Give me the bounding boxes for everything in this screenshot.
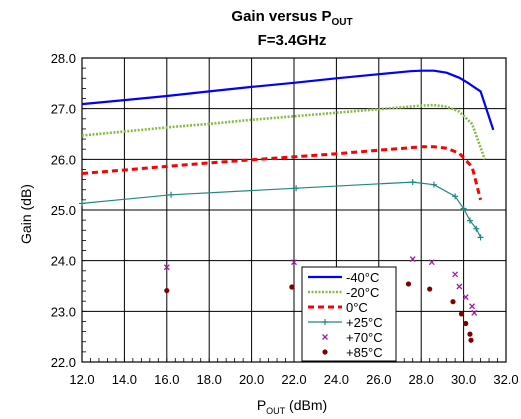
series-2 (81, 103, 487, 160)
series-line (81, 103, 487, 160)
series-line (81, 181, 482, 238)
data-point (471, 309, 478, 316)
data-point (291, 259, 297, 266)
data-point (456, 283, 463, 290)
data-point (462, 294, 469, 301)
x-tick-label: 32.0 (493, 372, 518, 387)
data-point (463, 320, 469, 327)
legend-label: +25°C (346, 315, 383, 330)
x-tick-label: 12.0 (69, 372, 94, 387)
legend: -40°C-20°C0°C+25°C+70°C+85°C (301, 266, 397, 362)
data-point (289, 284, 295, 290)
x-tick-label: 18.0 (197, 372, 222, 387)
y-tick-label: 27.0 (51, 102, 76, 117)
x-tick-label: 20.0 (239, 372, 264, 387)
data-point (164, 287, 170, 294)
legend-label: -20°C (346, 285, 379, 300)
series-4 (79, 179, 484, 241)
data-point (450, 299, 456, 305)
data-point (163, 264, 170, 271)
chart-subtitle: F=3.4GHz (257, 32, 327, 49)
series-1 (81, 69, 495, 131)
legend-label: +85°C (346, 345, 383, 360)
data-point (477, 234, 484, 241)
data-point (452, 271, 459, 278)
x-tick-label: 26.0 (366, 372, 391, 387)
data-point (473, 225, 480, 232)
y-tick-label: 24.0 (51, 254, 76, 269)
x-axis-label: POUT (dBm) (256, 397, 328, 416)
data-point (409, 179, 416, 186)
data-point (466, 217, 473, 224)
x-tick-label: 24.0 (324, 372, 349, 387)
legend-marker (322, 349, 328, 355)
chart-title: Gain versus POUT (231, 8, 353, 28)
legend-marker (322, 319, 328, 325)
data-point (460, 205, 467, 212)
legend-marker (322, 334, 328, 340)
legend-label: 0°C (346, 300, 368, 315)
x-tick-label: 22.0 (281, 372, 306, 387)
y-tick-label: 22.0 (51, 355, 76, 370)
y-tick-label: 23.0 (51, 304, 76, 319)
x-tick-label: 16.0 (154, 372, 179, 387)
data-point (293, 185, 300, 192)
data-point (467, 331, 473, 337)
series-5 (163, 256, 478, 316)
y-tick-label: 25.0 (51, 203, 76, 218)
data-point (430, 181, 437, 188)
x-tick-label: 28.0 (409, 372, 434, 387)
data-point (405, 281, 412, 287)
legend-box (301, 266, 397, 362)
data-point (168, 191, 175, 198)
legend-label: -40°C (346, 270, 379, 285)
data-point (469, 303, 476, 310)
series-line (81, 69, 495, 131)
data-point (79, 200, 85, 207)
y-tick-label: 26.0 (51, 152, 76, 167)
series-3 (81, 145, 483, 201)
data-point (468, 337, 474, 343)
x-tick-label: 30.0 (451, 372, 476, 387)
legend-label: +70°C (346, 330, 383, 345)
data-point (458, 311, 465, 317)
data-point (427, 286, 433, 292)
series-6 (164, 281, 474, 343)
data-point (452, 193, 459, 200)
series-line (81, 145, 483, 201)
data-point (428, 259, 435, 266)
x-tick-label: 14.0 (112, 372, 137, 387)
data-point (409, 256, 416, 263)
y-tick-label: 28.0 (51, 51, 76, 66)
